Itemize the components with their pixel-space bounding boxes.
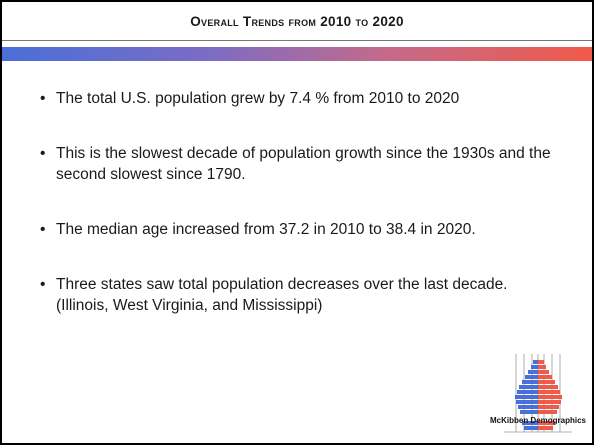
bullet-item: The total U.S. population grew by 7.4 % … bbox=[40, 88, 562, 109]
bullet-item: This is the slowest decade of population… bbox=[40, 143, 562, 185]
title-bar: Overall Trends from 2010 to 2020 bbox=[2, 2, 592, 40]
gradient-divider-bar bbox=[2, 47, 592, 61]
title-divider bbox=[2, 40, 592, 41]
population-pyramid-icon bbox=[504, 354, 572, 433]
bullet-item: Three states saw total population decrea… bbox=[40, 274, 562, 316]
bullet-item: The median age increased from 37.2 in 20… bbox=[40, 219, 562, 240]
bullet-list: The total U.S. population grew by 7.4 % … bbox=[40, 88, 562, 316]
logo-text: McKibben Demographics bbox=[489, 416, 586, 425]
mckibben-demographics-logo: McKibben Demographics bbox=[486, 352, 590, 440]
slide-title: Overall Trends from 2010 to 2020 bbox=[190, 13, 404, 29]
